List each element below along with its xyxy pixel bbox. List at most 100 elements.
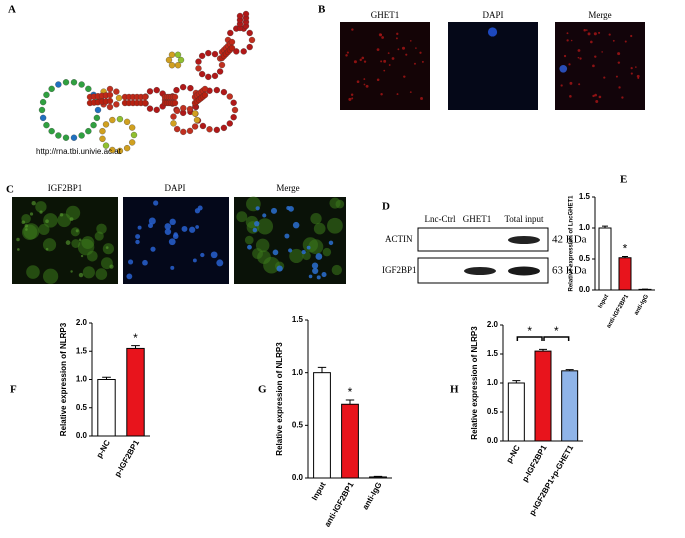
image-label: IGF2BP1 (48, 183, 83, 193)
signal (284, 233, 290, 239)
lane-label: Total input (504, 214, 544, 224)
nucleotide (206, 126, 213, 133)
y-axis-label: Relative expression of NLRP3 (470, 326, 479, 440)
error-bar (565, 369, 574, 371)
signal (164, 223, 172, 230)
nucleotide (39, 98, 47, 106)
signal (376, 48, 380, 52)
x-tick-label: anti-IgG (361, 481, 384, 512)
nucleotide (85, 128, 92, 135)
nucleotide (180, 104, 187, 112)
signal (312, 267, 319, 275)
significance: * (348, 385, 353, 399)
signal (353, 60, 357, 64)
x-tick-label: p-IGF2BP1 (520, 443, 549, 483)
nucleotide (116, 115, 124, 123)
image-label: DAPI (482, 10, 503, 20)
signal (306, 245, 311, 250)
signal (577, 56, 580, 59)
signal (42, 238, 57, 252)
nucleotide (123, 118, 131, 125)
bar (618, 257, 632, 291)
signal (142, 259, 148, 266)
signal (128, 259, 134, 265)
signal (363, 78, 366, 80)
nucleotide (48, 85, 55, 92)
signal (153, 200, 159, 206)
signal (78, 238, 82, 242)
band (508, 266, 540, 276)
signal (86, 250, 98, 262)
signal (387, 52, 390, 55)
signal (563, 54, 567, 58)
signal (569, 81, 573, 85)
nucleotide (201, 91, 209, 99)
nucleotide (78, 132, 85, 139)
y-tick-label: 0.0 (579, 285, 591, 294)
signal (21, 220, 26, 225)
signal (42, 268, 59, 284)
nucleotide (38, 106, 46, 114)
signal (381, 36, 384, 39)
signal (388, 64, 391, 66)
micrograph (448, 22, 538, 110)
nucleotide (168, 51, 176, 58)
nucleotide (216, 68, 224, 75)
signal (256, 218, 274, 235)
y-tick-label: 0.5 (487, 407, 499, 416)
signal (322, 247, 332, 257)
y-tick-label: 0.0 (292, 473, 304, 482)
signal (301, 249, 306, 255)
signal (419, 51, 422, 54)
nucleotide (106, 91, 114, 99)
panel-letter: E (620, 174, 627, 186)
panel-letter: C (6, 184, 14, 196)
signal (569, 95, 572, 98)
signal (315, 253, 323, 260)
bar (341, 403, 359, 479)
nucleotide (177, 56, 185, 64)
significance: * (554, 324, 559, 338)
signal (65, 205, 81, 221)
y-tick-label: 0.5 (76, 403, 88, 412)
signal (383, 59, 387, 63)
nucleotide (242, 10, 250, 18)
signal (35, 201, 47, 213)
signal (328, 240, 334, 246)
y-tick-label: 0.5 (579, 254, 591, 263)
signal (396, 93, 399, 96)
size-label: 42 KDa (552, 234, 587, 246)
signal (25, 228, 28, 231)
significance: * (623, 242, 628, 256)
nucleotide (191, 110, 199, 117)
signal (316, 275, 321, 280)
signal (409, 40, 412, 42)
signal (592, 94, 595, 98)
signal (254, 220, 260, 227)
x-tick-label: Input (310, 480, 328, 502)
signal (75, 229, 79, 233)
nucleotide (106, 97, 114, 105)
nucleotide (90, 121, 97, 129)
signal (624, 40, 627, 43)
nucleotide (174, 51, 182, 58)
bar (598, 227, 612, 291)
row-label: ACTIN (385, 234, 413, 244)
nucleotide (94, 106, 102, 114)
nucleotide (201, 85, 209, 93)
nucleotide (116, 147, 124, 155)
signal (598, 31, 601, 34)
nucleotide (211, 72, 219, 80)
nucleotide (220, 88, 228, 96)
signal (70, 270, 73, 273)
signal (621, 96, 624, 99)
x-tick-label: anti-IgG (634, 294, 651, 317)
signal (585, 29, 588, 31)
signal (216, 259, 224, 267)
nucleotide (129, 124, 136, 131)
nucleotide (55, 132, 62, 139)
micrograph (123, 197, 229, 284)
nucleotide (78, 81, 85, 88)
signal (39, 210, 43, 214)
nucleotide (70, 134, 78, 141)
